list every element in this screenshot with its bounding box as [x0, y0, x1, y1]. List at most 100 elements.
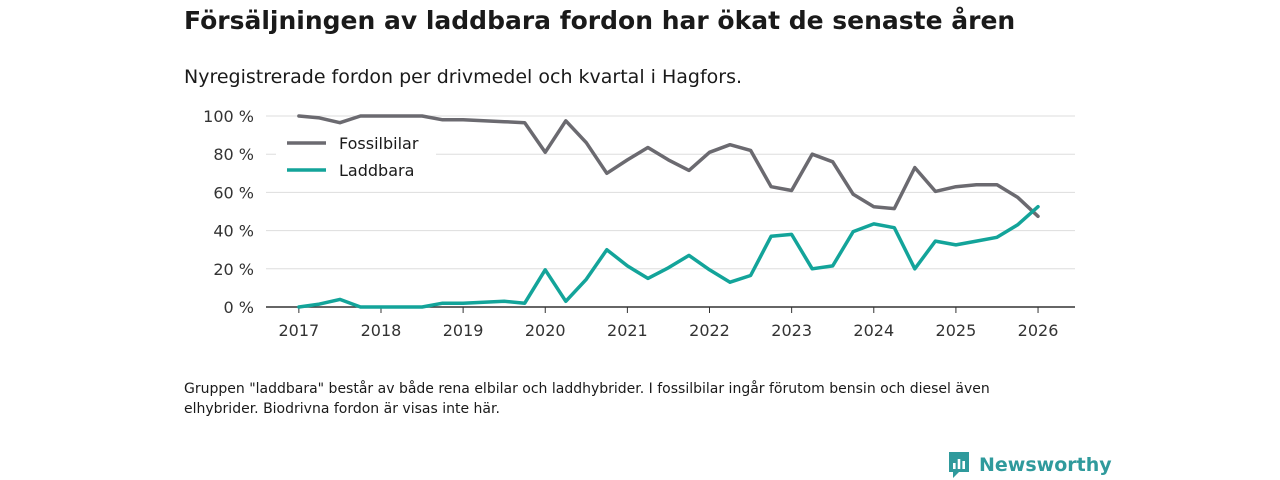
data-point-laddbara	[420, 305, 424, 309]
data-point-laddbara	[749, 273, 753, 277]
data-point-fossilbilar	[851, 192, 855, 196]
data-point-fossilbilar	[913, 166, 917, 170]
data-point-fossilbilar	[708, 150, 712, 154]
data-point-fossilbilar	[872, 205, 876, 209]
data-point-fossilbilar	[831, 160, 835, 164]
y-tick-label: 60 %	[213, 183, 254, 202]
data-point-laddbara	[790, 232, 794, 236]
data-point-fossilbilar	[297, 114, 301, 118]
data-point-laddbara	[584, 277, 588, 281]
data-point-fossilbilar	[461, 118, 465, 122]
data-point-laddbara	[892, 226, 896, 230]
data-point-laddbara	[625, 264, 629, 268]
data-point-laddbara	[708, 268, 712, 272]
data-point-laddbara	[728, 280, 732, 284]
data-point-laddbara	[523, 301, 527, 305]
data-point-fossilbilar	[995, 183, 999, 187]
data-point-fossilbilar	[974, 183, 978, 187]
data-point-laddbara	[317, 302, 321, 306]
y-tick-label: 80 %	[213, 145, 254, 164]
data-point-fossilbilar	[625, 158, 629, 162]
data-point-laddbara	[646, 276, 650, 280]
data-point-fossilbilar	[358, 114, 362, 118]
data-point-laddbara	[482, 300, 486, 304]
data-point-fossilbilar	[749, 148, 753, 152]
data-point-laddbara	[543, 268, 547, 272]
data-point-fossilbilar	[687, 168, 691, 172]
data-point-fossilbilar	[317, 116, 321, 120]
data-point-laddbara	[913, 267, 917, 271]
data-point-laddbara	[851, 230, 855, 234]
data-point-laddbara	[666, 266, 670, 270]
data-point-fossilbilar	[502, 120, 506, 124]
legend-label: Fossilbilar	[339, 134, 419, 153]
data-point-fossilbilar	[1016, 195, 1020, 199]
data-point-fossilbilar	[564, 119, 568, 123]
data-point-laddbara	[400, 305, 404, 309]
data-point-fossilbilar	[584, 141, 588, 145]
data-point-laddbara	[502, 299, 506, 303]
newsworthy-logo-icon	[949, 452, 969, 478]
data-point-fossilbilar	[1036, 214, 1040, 218]
data-point-fossilbilar	[400, 114, 404, 118]
x-tick-label: 2018	[361, 321, 402, 340]
x-tick-label: 2023	[771, 321, 812, 340]
data-point-laddbara	[297, 305, 301, 309]
data-point-fossilbilar	[379, 114, 383, 118]
data-point-laddbara	[461, 301, 465, 305]
data-point-laddbara	[564, 299, 568, 303]
data-point-laddbara	[338, 297, 342, 301]
data-point-fossilbilar	[482, 119, 486, 123]
data-point-fossilbilar	[420, 114, 424, 118]
data-point-laddbara	[605, 248, 609, 252]
data-point-fossilbilar	[769, 185, 773, 189]
y-tick-label: 100 %	[203, 107, 254, 126]
data-point-fossilbilar	[605, 171, 609, 175]
newsworthy-logo: Newsworthy	[947, 450, 1112, 480]
x-tick-label: 2021	[607, 321, 648, 340]
y-tick-label: 0 %	[224, 298, 254, 317]
footnote: Gruppen "laddbara" består av både rena e…	[184, 381, 990, 417]
data-point-fossilbilar	[728, 143, 732, 147]
series-line-laddbara	[297, 204, 1040, 309]
data-point-laddbara	[379, 305, 383, 309]
brand-name: Newsworthy	[979, 454, 1112, 476]
x-tick-label: 2019	[443, 321, 484, 340]
data-point-laddbara	[810, 267, 814, 271]
data-point-fossilbilar	[954, 185, 958, 189]
data-point-fossilbilar	[790, 188, 794, 192]
data-point-laddbara	[769, 234, 773, 238]
data-point-laddbara	[1016, 223, 1020, 227]
series-line-fossilbilar	[297, 114, 1040, 219]
data-point-fossilbilar	[892, 207, 896, 211]
x-tick-label: 2024	[853, 321, 894, 340]
data-point-fossilbilar	[666, 158, 670, 162]
data-point-fossilbilar	[338, 121, 342, 125]
legend-background	[276, 128, 436, 184]
data-point-fossilbilar	[933, 189, 937, 193]
data-point-laddbara	[933, 239, 937, 243]
x-tick-label: 2026	[1018, 321, 1059, 340]
chart-subtitle: Nyregistrerade fordon per drivmedel och …	[184, 66, 743, 88]
data-point-laddbara	[1036, 205, 1040, 209]
x-tick-label: 2022	[689, 321, 730, 340]
data-point-fossilbilar	[543, 150, 547, 154]
data-point-fossilbilar	[441, 118, 445, 122]
data-point-laddbara	[954, 243, 958, 247]
legend-label: Laddbara	[339, 161, 414, 180]
data-point-fossilbilar	[810, 152, 814, 156]
data-point-laddbara	[995, 235, 999, 239]
data-point-laddbara	[358, 305, 362, 309]
y-tick-label: 20 %	[213, 260, 254, 279]
data-point-laddbara	[974, 239, 978, 243]
data-point-fossilbilar	[523, 121, 527, 125]
chart-title: Försäljningen av laddbara fordon har öka…	[184, 6, 1016, 35]
data-point-laddbara	[872, 222, 876, 226]
x-tick-label: 2025	[936, 321, 977, 340]
data-point-laddbara	[441, 301, 445, 305]
y-tick-label: 40 %	[213, 222, 254, 241]
data-point-laddbara	[831, 264, 835, 268]
data-point-fossilbilar	[646, 146, 650, 150]
x-tick-label: 2017	[278, 321, 319, 340]
